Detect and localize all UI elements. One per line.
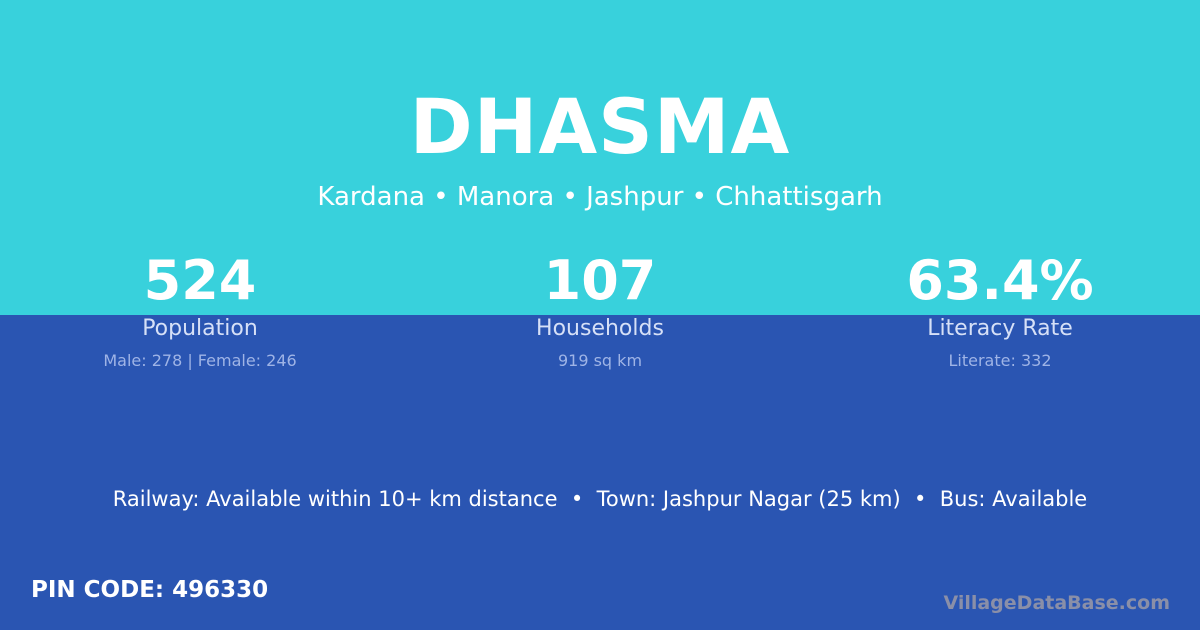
stat-value: 63.4% [906, 249, 1094, 312]
stat-detail: Literate: 332 [948, 351, 1052, 370]
stat-detail: Male: 278 | Female: 246 [103, 351, 297, 370]
facilities-info: Railway: Available within 10+ km distanc… [112, 487, 1088, 511]
pin-code: PIN CODE: 496330 [31, 577, 269, 603]
header-background [0, 0, 1200, 315]
stat-detail: 919 sq km [557, 351, 643, 370]
village-name: DHASMA [409, 82, 791, 171]
stat-literacy: 63.4% Literacy Rate Literate: 332 [800, 249, 1200, 371]
stat-label: Literacy Rate [927, 316, 1073, 341]
brand-watermark: VillageDataBase.com [943, 592, 1170, 614]
stat-value: 107 [543, 249, 657, 312]
stat-households: 107 Households 919 sq km [400, 249, 800, 371]
stat-label: Households [536, 316, 664, 341]
stat-population: 524 Population Male: 278 | Female: 246 [0, 249, 400, 371]
location-breadcrumb: Kardana • Manora • Jashpur • Chhattisgar… [317, 182, 883, 212]
body-background [0, 315, 1200, 630]
stat-label: Population [142, 316, 258, 341]
stat-value: 524 [143, 249, 257, 312]
